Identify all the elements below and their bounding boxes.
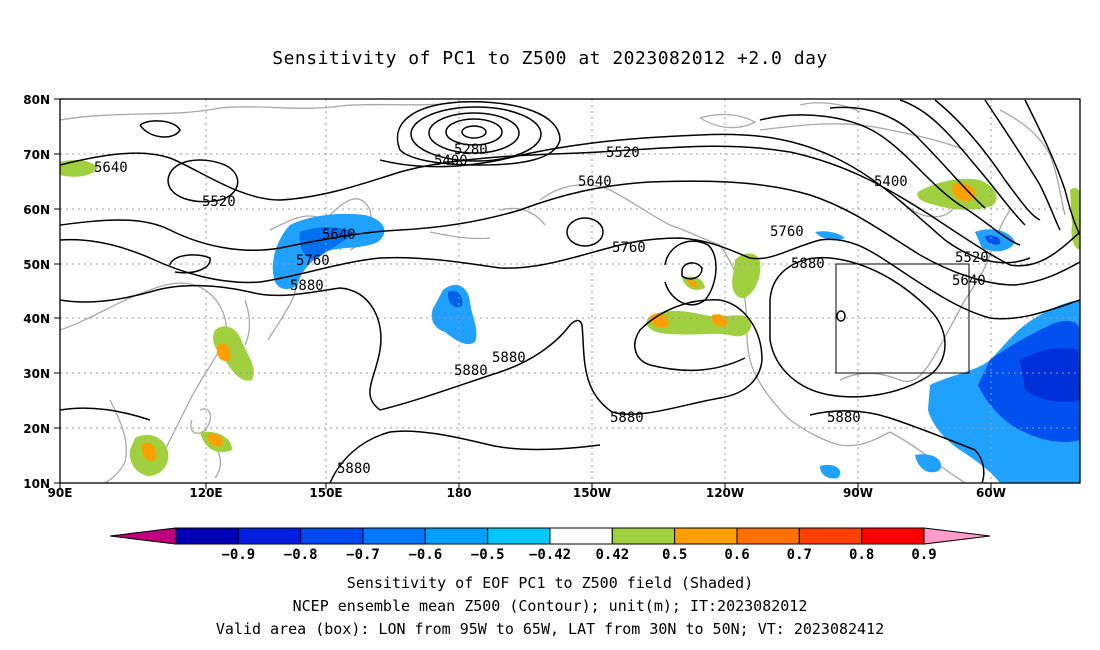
colorbar-swatch bbox=[300, 527, 364, 545]
colorbar-tick-label: −0.42 bbox=[529, 547, 571, 563]
contour-label: 5400 bbox=[434, 153, 468, 169]
colorbar-left-arrow bbox=[109, 527, 177, 545]
plot-frame bbox=[59, 98, 1081, 484]
lon-tick-label: 150E bbox=[309, 486, 342, 500]
colorbar-tick-label: −0.6 bbox=[408, 547, 442, 563]
colorbar-swatch bbox=[861, 527, 925, 545]
colorbar-swatch bbox=[611, 527, 676, 545]
lon-tick-label: 90E bbox=[48, 486, 73, 500]
contour-label: 5760 bbox=[612, 240, 646, 256]
lon-tick-label: 60W bbox=[976, 486, 1006, 500]
lat-axis-labels: 80N 70N 60N 50N 40N 30N 20N 10N bbox=[23, 93, 50, 491]
colorbar-swatch bbox=[549, 527, 613, 545]
contour-label: 5760 bbox=[296, 253, 330, 269]
contour-label: 5880 bbox=[492, 350, 526, 366]
colorbar-swatch bbox=[237, 527, 302, 545]
colorbar-tick-label: −0.7 bbox=[346, 547, 380, 563]
contour-label: 5880 bbox=[791, 256, 825, 272]
valid-area-box bbox=[835, 263, 970, 374]
colorbar-tick-label: 0.5 bbox=[662, 547, 687, 563]
contour-label: 5760 bbox=[770, 224, 804, 240]
contour-label: 5280 bbox=[454, 142, 488, 158]
contour-label: 5640 bbox=[94, 160, 128, 176]
colorbar-swatch bbox=[674, 527, 738, 545]
colorbar-tick-label: −0.9 bbox=[221, 547, 255, 563]
colorbar-tick-label: 0.9 bbox=[911, 547, 936, 563]
contour-label: 5880 bbox=[454, 363, 488, 379]
tick-marks bbox=[54, 98, 992, 489]
contour-label: 5520 bbox=[955, 250, 989, 266]
contour-label: 5640 bbox=[952, 273, 986, 289]
map-title: Sensitivity of PC1 to Z500 at 2023082012… bbox=[272, 48, 828, 69]
lon-tick-label: 150W bbox=[573, 486, 611, 500]
plot-area bbox=[60, 99, 1080, 483]
colorbar-tick-label: 0.42 bbox=[595, 547, 629, 563]
lat-tick-label: 40N bbox=[23, 312, 50, 326]
contour-labels: 5640 5520 5280 5400 5520 5640 5760 5400 … bbox=[94, 142, 989, 477]
colorbar-swatch bbox=[424, 527, 489, 545]
colorbar-swatch bbox=[798, 527, 863, 545]
colorbar-swatch bbox=[736, 527, 800, 545]
contour-label: 5640 bbox=[578, 174, 612, 190]
contour-label: 5400 bbox=[874, 174, 908, 190]
lat-tick-label: 10N bbox=[23, 477, 50, 491]
colorbar-tick-label: 0.6 bbox=[724, 547, 749, 563]
lat-tick-label: 80N bbox=[23, 93, 50, 107]
footer-line-3: Valid area (box): LON from 95W to 65W, L… bbox=[215, 620, 885, 638]
footer-line-2: NCEP ensemble mean Z500 (Contour); unit(… bbox=[292, 597, 808, 615]
lon-axis-labels: 90E 120E 150E 180 150W 120W 90W 60W bbox=[48, 486, 1006, 500]
lat-tick-label: 70N bbox=[23, 148, 50, 162]
contour-label: 5880 bbox=[337, 461, 371, 477]
contour-label: 5880 bbox=[290, 278, 324, 294]
lon-tick-label: 120W bbox=[706, 486, 744, 500]
lat-tick-label: 30N bbox=[23, 367, 50, 381]
colorbar-swatch bbox=[362, 527, 426, 545]
lon-tick-label: 180 bbox=[446, 486, 471, 500]
colorbar-swatch bbox=[487, 527, 551, 545]
contour-label: 5640 bbox=[322, 227, 356, 243]
lon-tick-label: 90W bbox=[843, 486, 873, 500]
colorbar-right-arrow bbox=[923, 527, 991, 545]
lat-tick-label: 20N bbox=[23, 422, 50, 436]
contour-label: 5520 bbox=[606, 145, 640, 161]
colorbar-tick-label: −0.5 bbox=[471, 547, 505, 563]
contour-label: 5880 bbox=[827, 410, 861, 426]
colorbar-swatch bbox=[175, 527, 239, 545]
colorbar-tick-label: −0.8 bbox=[284, 547, 318, 563]
colorbar-tick-label: 0.8 bbox=[849, 547, 874, 563]
colorbar-tick-label: 0.7 bbox=[787, 547, 812, 563]
colorbar: −0.9 −0.8 −0.7 −0.6 −0.5 −0.42 0.42 0.5 0.6 0.7 0.… bbox=[109, 527, 991, 563]
shaded-sensitivity bbox=[60, 160, 1080, 483]
lat-tick-label: 60N bbox=[23, 203, 50, 217]
lat-tick-label: 50N bbox=[23, 258, 50, 272]
footer-line-1: Sensitivity of EOF PC1 to Z500 field (Sh… bbox=[346, 574, 754, 592]
contour-label: 5520 bbox=[202, 194, 236, 210]
contour-label: 5880 bbox=[610, 410, 644, 426]
lon-tick-label: 120E bbox=[189, 486, 222, 500]
z500-contours bbox=[60, 99, 1080, 483]
